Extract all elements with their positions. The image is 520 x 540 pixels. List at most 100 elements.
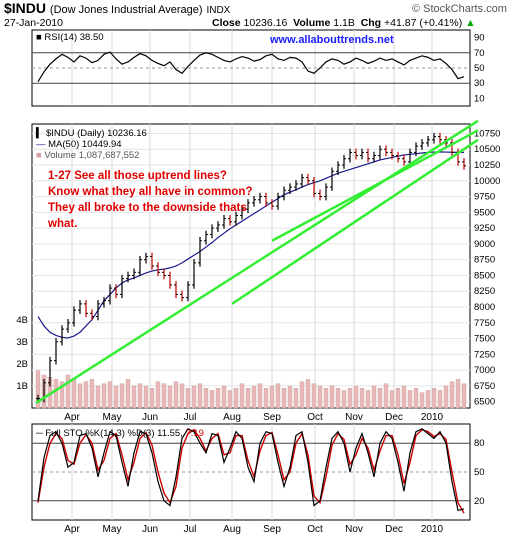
price-x-tick-label: Aug	[223, 412, 241, 423]
sto-x-tick-label: Dec	[385, 524, 403, 535]
sto-x-tick-label: Apr	[64, 524, 80, 535]
volume-bar	[341, 390, 347, 409]
volume-bar	[365, 390, 371, 409]
sto-panel: 80 50 20 Apr May Jun Jul Aug Sep Oct Nov Dec 2010	[31, 423, 485, 535]
price-legend-text: $INDU (Daily) 10236.16	[45, 128, 147, 139]
volume-bar	[161, 383, 167, 409]
volume-bar	[173, 381, 179, 409]
chart-date: 27-Jan-2010	[4, 17, 63, 29]
volume-bar	[77, 383, 83, 409]
price-x-tick-label: Apr	[64, 412, 80, 423]
ma-legend-line: — MA(50) 10449.94	[36, 139, 147, 150]
volume-bar	[281, 388, 287, 409]
price-x-tick-label: Jun	[142, 412, 158, 423]
volume-bar	[89, 379, 95, 409]
close-label: Close	[212, 17, 241, 29]
chart-symbol-title: $INDU (Dow Jones Industrial Average) IND…	[4, 0, 231, 16]
price-x-tick-label: Dec	[385, 412, 403, 423]
price-y-tick-label: 8000	[474, 302, 495, 313]
volume-bar	[191, 385, 197, 409]
volume-bar	[125, 379, 131, 409]
volume-bar	[347, 388, 353, 409]
volume-bar	[65, 374, 71, 409]
volume-bar	[461, 383, 467, 409]
rsi-y-tick-label: 70	[474, 48, 485, 59]
sto-k-line	[37, 428, 465, 512]
rsi-panel: 90 70 50 30 10	[31, 29, 485, 107]
price-y-tick-label: 10250	[474, 160, 500, 171]
price-y-tick-label: 10500	[474, 144, 500, 155]
price-panel: 10750 10500 10250 10000 9750 9500 9250 9000 8750…	[16, 119, 500, 423]
up-arrow-icon: ▲	[465, 17, 476, 29]
uptrend-line	[35, 119, 479, 405]
sto-legend-icon: ─	[36, 428, 43, 439]
volume-bar	[239, 383, 245, 409]
close-value: 10236.16	[243, 17, 288, 29]
volume-bar	[53, 379, 59, 409]
volume-bar	[137, 383, 143, 409]
sto-legend: ─ Full STO %K(14,3) %D(3) 11.55, 7.19	[36, 428, 204, 439]
volume-bar	[395, 388, 401, 409]
volume-bar	[107, 381, 113, 409]
volume-bar	[95, 385, 101, 409]
volume-tick-label: 1B	[16, 381, 28, 392]
website-watermark: www.allabouttrends.net	[270, 34, 394, 46]
price-y-tick-label: 9500	[474, 207, 495, 218]
price-legend-line: ▍ $INDU (Daily) 10236.16	[36, 128, 147, 139]
volume-icon: ■	[36, 150, 42, 161]
price-x-tick-label: May	[103, 412, 122, 423]
sto-y-tick-label: 80	[474, 438, 485, 449]
ma-legend-text: MA(50) 10449.94	[48, 139, 122, 150]
price-x-tick-label: Oct	[307, 412, 323, 423]
sto-x-tick-label: Nov	[345, 524, 363, 535]
volume-bar	[197, 383, 203, 409]
uptrend-line	[231, 138, 479, 305]
uptrend-line	[271, 129, 479, 242]
volume-bar	[59, 381, 65, 409]
volume-bar	[431, 388, 437, 409]
index-name: (Dow Jones Industrial Average)	[49, 4, 203, 16]
volume-bar	[407, 390, 413, 409]
volume-bar	[251, 385, 257, 409]
volume-bar	[437, 390, 443, 409]
volume-bar	[413, 388, 419, 409]
sto-x-tick-label: 2010	[421, 524, 444, 535]
volume-bar	[113, 385, 119, 409]
volume-bar	[299, 381, 305, 409]
rsi-y-tick-label: 30	[474, 78, 485, 89]
price-y-tick-label: 8750	[474, 255, 495, 266]
sto-y-tick-label: 50	[474, 467, 485, 478]
sto-legend-text: Full STO %K(14,3) %D(3) 11.55,	[45, 428, 186, 439]
price-y-tick-label: 7750	[474, 318, 495, 329]
volume-bar	[455, 379, 461, 409]
volume-bar	[287, 385, 293, 409]
rsi-y-tick-label: 50	[474, 63, 485, 74]
price-legend: ▍ $INDU (Daily) 10236.16 — MA(50) 10449.…	[36, 128, 147, 161]
volume-bar	[167, 385, 173, 409]
price-y-tick-label: 8500	[474, 270, 495, 281]
rsi-legend-icon: ■	[36, 32, 42, 43]
sto-d-line	[37, 428, 465, 514]
price-x-tick-label: 2010	[421, 412, 444, 423]
volume-bar	[155, 381, 161, 409]
volume-label: Volume	[293, 17, 331, 29]
price-y-tick-label: 9000	[474, 239, 495, 250]
volume-bar	[425, 390, 431, 409]
sto-d-value: 7.19	[185, 428, 204, 439]
sto-x-tick-label: Sep	[263, 524, 281, 535]
sto-x-tick-label: Aug	[223, 524, 241, 535]
price-y-tick-label: 7000	[474, 365, 495, 376]
volume-bar	[317, 385, 323, 409]
volume-bar	[371, 385, 377, 409]
volume-bar	[377, 388, 383, 409]
sto-x-tick-label: Oct	[307, 524, 323, 535]
volume-bar	[119, 383, 125, 409]
rsi-series-line	[37, 51, 465, 82]
volume-bar	[233, 388, 239, 409]
volume-bar	[419, 392, 425, 409]
volume-bar	[443, 385, 449, 409]
rsi-y-tick-label: 10	[474, 93, 485, 104]
volume-bar	[335, 388, 341, 409]
volume-bar	[263, 388, 269, 409]
price-y-tick-label: 6750	[474, 381, 495, 392]
